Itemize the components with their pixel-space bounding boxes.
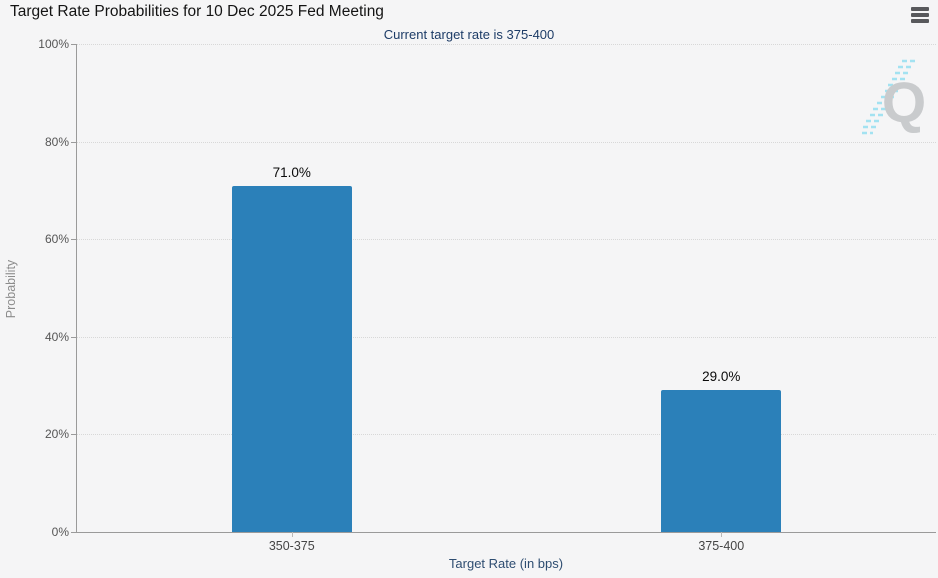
page-title: Target Rate Probabilities for 10 Dec 202… (10, 3, 384, 20)
menu-button[interactable] (911, 7, 929, 23)
hamburger-icon (911, 7, 929, 11)
x-tick-mark (291, 532, 293, 537)
x-tick-mark (721, 532, 723, 537)
quikstrike-logo-icon: Q (862, 59, 926, 135)
y-tick-label: 20% (44, 427, 69, 442)
y-tick-mark (71, 336, 77, 338)
gridline (77, 141, 936, 143)
y-tick-label: 0% (51, 525, 69, 539)
y-tick-label: 40% (44, 329, 69, 344)
chart-subtitle: Current target rate is 375-400 (383, 27, 555, 42)
y-tick-mark (71, 239, 77, 241)
y-axis-title: Probability (4, 259, 18, 318)
y-tick-label: 100% (38, 37, 69, 51)
bar-value-label: 71.0% (272, 164, 311, 180)
bar-375-400[interactable] (661, 390, 782, 532)
y-tick-label: 60% (44, 232, 69, 247)
bar-350-375[interactable] (231, 185, 352, 532)
x-category-label: 375-400 (698, 539, 745, 553)
plot-area: Q 0% 20% 40% 60% 80% 100% 71.0% 350-375 29.0% 375… (38, 37, 936, 553)
svg-text:Q: Q (882, 71, 926, 135)
y-tick-mark (71, 141, 77, 143)
x-category-label: 350-375 (268, 539, 315, 553)
gridline (77, 239, 936, 241)
gridline (77, 434, 936, 436)
y-tick-label: 80% (44, 134, 69, 149)
y-tick-mark (71, 44, 77, 45)
y-tick-mark (71, 532, 77, 533)
x-axis-title: Target Rate (in bps) (448, 556, 564, 571)
y-tick-mark (71, 434, 77, 436)
gridline (77, 336, 936, 338)
bar-value-label: 29.0% (702, 369, 741, 385)
gridline (77, 44, 936, 45)
